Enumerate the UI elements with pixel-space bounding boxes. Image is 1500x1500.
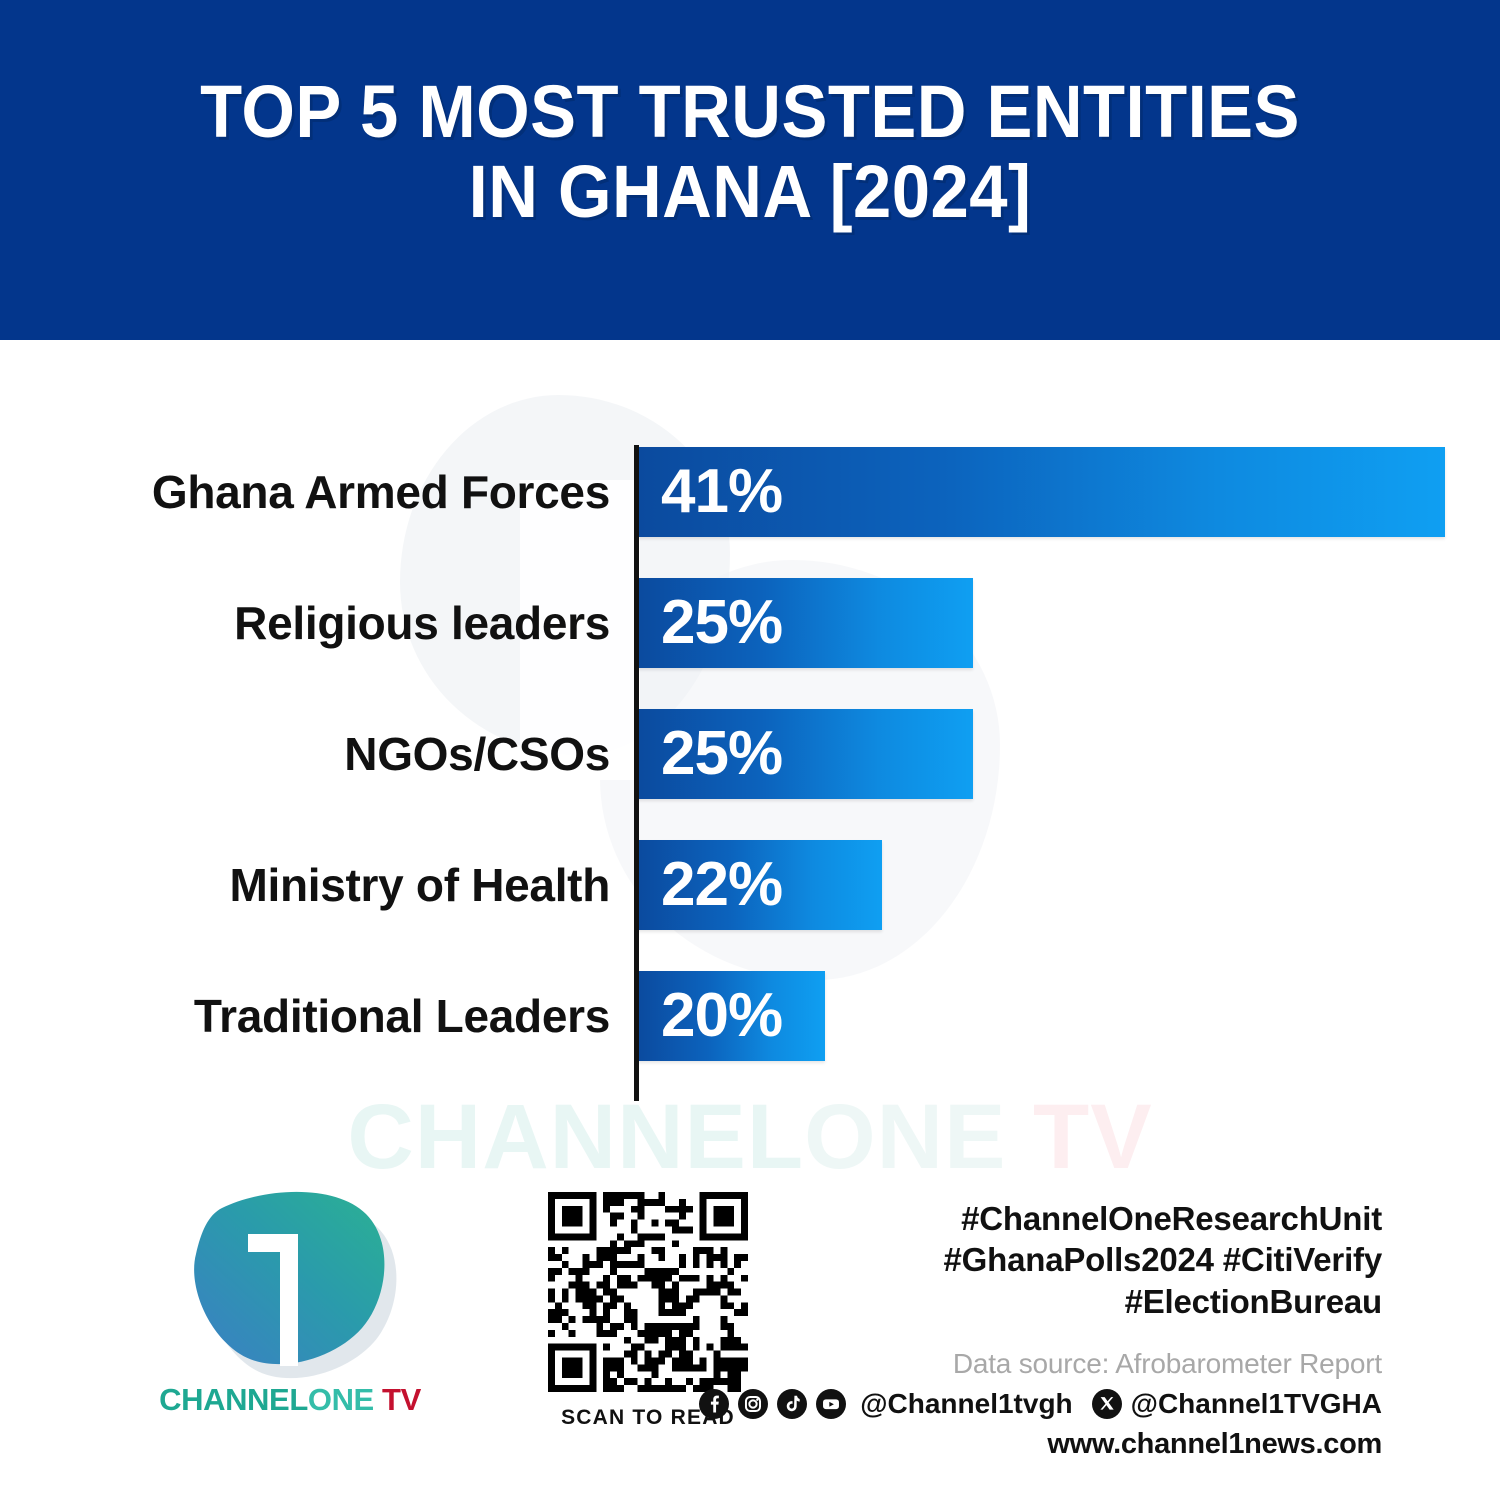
social-handles-row: @Channel1tvgh @Channel1TVGHA	[699, 1387, 1382, 1420]
bar-value-label: 22%	[661, 850, 783, 919]
logo-blob-icon	[194, 1191, 397, 1379]
bar-value-label: 25%	[661, 588, 783, 657]
watermark-channel: CHANNEL	[347, 1086, 805, 1188]
youtube-icon[interactable]	[816, 1388, 847, 1419]
logo-word-channel: CHANNEL	[159, 1382, 308, 1417]
bar-value-label: 20%	[661, 981, 783, 1050]
bar-2: 25%	[637, 709, 973, 799]
logo-word-one: ONE	[307, 1382, 374, 1417]
channel-one-logo[interactable]: CHANNELONE TV	[130, 1190, 450, 1440]
bar-3: 22%	[637, 840, 882, 930]
bar-category-label: Traditional Leaders	[193, 990, 610, 1042]
watermark-one: ONE	[804, 1086, 1007, 1188]
social-handle-x: @Channel1TVGHA	[1130, 1387, 1382, 1419]
chart-row: Ghana Armed Forces 41%	[0, 447, 1500, 537]
qr-caption: SCAN TO READ	[561, 1406, 735, 1429]
facebook-icon[interactable]	[699, 1388, 730, 1419]
chart-row: Religious leaders 25%	[0, 578, 1500, 668]
header-banner: TOP 5 MOST TRUSTED ENTITIES IN GHANA [20…	[0, 0, 1500, 340]
chart-row: NGOs/CSOs 25%	[0, 709, 1500, 799]
chart-row: Ministry of Health 22%	[0, 840, 1500, 930]
chart-row: Traditional Leaders 20%	[0, 971, 1500, 1061]
footer: CHANNELONE TV SCAN TO READ #ChannelOneRe…	[0, 1180, 1500, 1500]
logo-word-tv: TV	[373, 1382, 421, 1417]
bar-chart: Ghana Armed Forces 41% Religious leaders…	[0, 340, 1500, 1140]
bar-4: 20%	[637, 971, 825, 1061]
website-url: www.channel1news.com	[1047, 1427, 1382, 1460]
brand-watermark: CHANNELONE TV	[0, 1085, 1500, 1190]
logo-wordmark: CHANNELONE TV	[130, 1382, 450, 1418]
bar-category-label: Ministry of Health	[229, 859, 610, 911]
bar-1: 25%	[637, 578, 973, 668]
footer-info-block: #ChannelOneResearchUnit #GhanaPolls2024 …	[699, 1198, 1383, 1461]
background-stripe-decoration	[520, 480, 640, 780]
bar-value-label: 41%	[661, 457, 783, 526]
instagram-icon[interactable]	[738, 1388, 769, 1419]
data-source-text: Data source: Afrobarometer Report	[952, 1347, 1382, 1379]
bar-value-label: 25%	[661, 719, 783, 788]
bar-category-label: Religious leaders	[234, 597, 610, 649]
page-title: TOP 5 MOST TRUSTED ENTITIES IN GHANA [20…	[200, 70, 1300, 233]
social-handle-main: @Channel1tvgh	[860, 1387, 1073, 1419]
bar-0: 41%	[637, 447, 1445, 537]
qr-code-image[interactable]	[548, 1192, 748, 1392]
watermark-tv: TV	[1006, 1086, 1153, 1188]
chart-axis-line	[634, 445, 639, 1101]
bar-category-label: Ghana Armed Forces	[151, 466, 610, 518]
bar-category-label: NGOs/CSOs	[344, 728, 610, 780]
hashtags: #ChannelOneResearchUnit #GhanaPolls2024 …	[943, 1200, 1383, 1320]
qr-code-block[interactable]: SCAN TO READ	[548, 1192, 758, 1430]
x-twitter-icon[interactable]	[1091, 1388, 1122, 1419]
tiktok-icon[interactable]	[777, 1388, 808, 1419]
